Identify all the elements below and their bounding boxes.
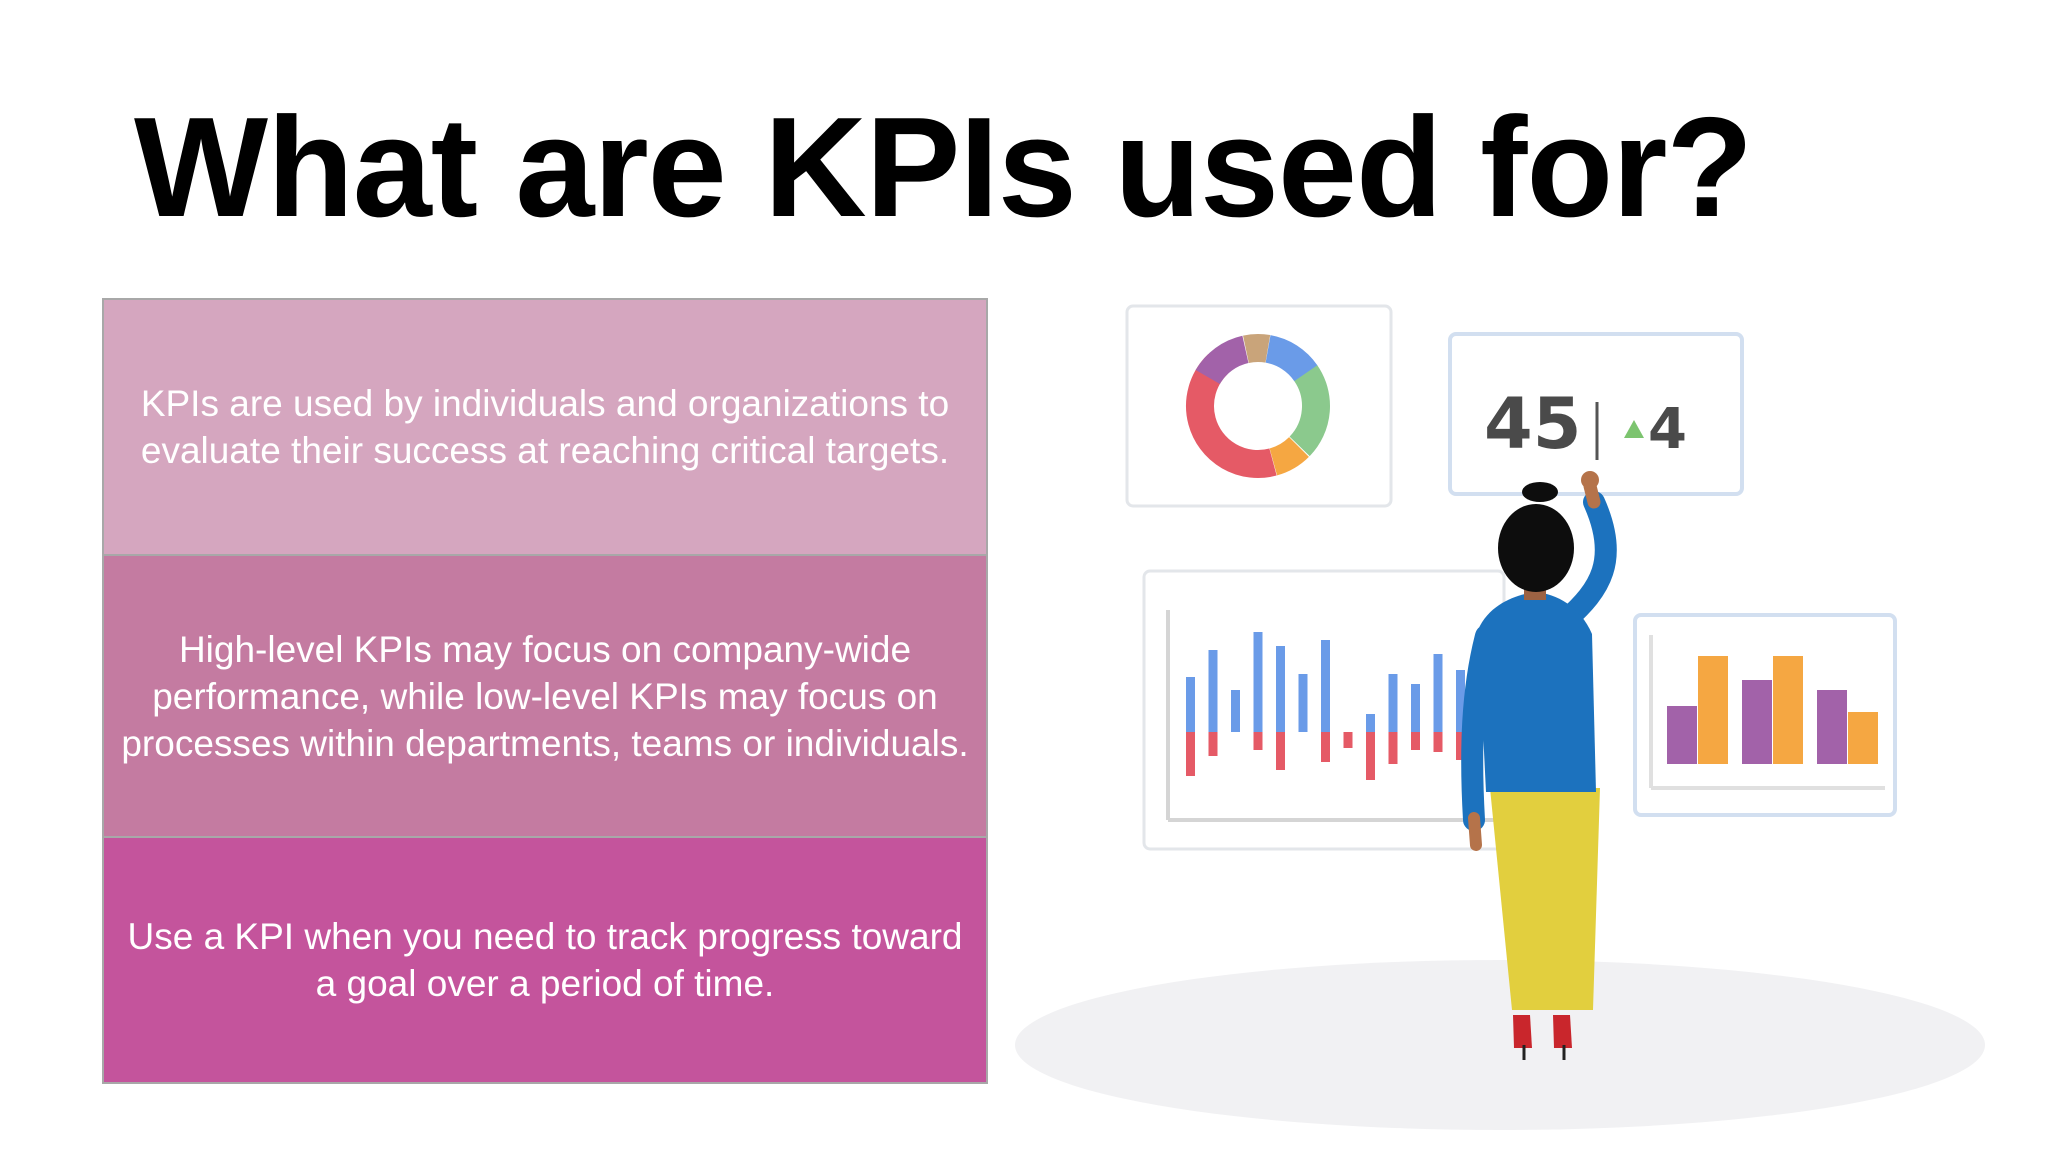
up-bar [1366, 714, 1375, 732]
up-bar [1186, 677, 1195, 732]
up-arrow-icon [1624, 420, 1644, 438]
down-bar [1276, 732, 1285, 770]
kpi-levels-panel: High-level KPIs may focus on company-wid… [102, 554, 988, 838]
up-bar [1231, 690, 1240, 732]
up-bar [1321, 640, 1330, 732]
up-bar [1253, 632, 1263, 732]
down-bar [1321, 732, 1330, 762]
kpi-levels-text: High-level KPIs may focus on company-wid… [121, 628, 969, 764]
up-bar [1388, 674, 1398, 732]
kpi-delta: 4 [1648, 397, 1687, 462]
down-bar [1253, 732, 1263, 750]
dashboard-illustration: 45 4 [1015, 304, 1985, 1130]
down-bar [1208, 732, 1218, 756]
up-bar [1276, 646, 1285, 732]
kpi-when-text: Use a KPI when you need to track progres… [127, 916, 963, 1004]
down-bar [1388, 732, 1398, 764]
kpi-when-panel: Use a KPI when you need to track progres… [102, 836, 988, 1084]
column-chart-card [1633, 613, 1897, 817]
up-bar [1433, 654, 1443, 732]
down-bar [1433, 732, 1443, 752]
down-bar [1411, 732, 1420, 750]
up-bar [1208, 650, 1218, 732]
down-bar [1343, 732, 1353, 748]
kpi-number-card: 45 4 [1448, 332, 1744, 496]
donut-chart-card [1125, 304, 1393, 508]
woman-figure [1461, 471, 1617, 1060]
down-bar [1366, 732, 1375, 780]
up-bar [1298, 674, 1308, 732]
kpi-purpose-panel: KPIs are used by individuals and organiz… [102, 298, 988, 556]
kpi-purpose-text: KPIs are used by individuals and organiz… [140, 383, 950, 471]
down-bar [1186, 732, 1195, 776]
slide-title: What are KPIs used for? [134, 88, 1753, 247]
down-bar [1456, 732, 1465, 760]
up-bar [1411, 684, 1420, 732]
kpi-value: 45 [1484, 383, 1581, 465]
up-bar [1456, 670, 1465, 732]
bar-chart-card [1142, 569, 1506, 851]
floor-shadow [1015, 960, 1985, 1130]
